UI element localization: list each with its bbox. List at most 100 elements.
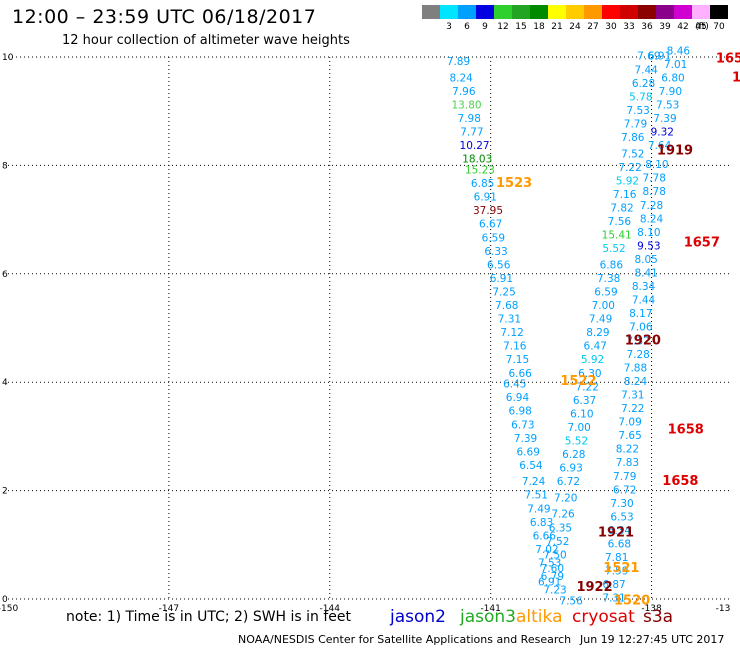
pass-time-label: 1522 [560,374,596,389]
swh-value: 7.32 [626,335,649,347]
lat-tick-label: 6 [2,270,8,280]
colorbar-swatch [638,5,656,19]
swh-value: 7.20 [554,492,577,504]
swh-value: 6.67 [479,219,502,231]
swh-value: 7.00 [567,422,590,434]
swh-value: 6.59 [482,232,505,244]
generated-timestamp: Jun 19 12:27:45 UTC 2017 [580,633,725,646]
swh-value: 7.49 [589,314,612,326]
lon-tick-label: -150 [0,604,18,614]
swh-value: 6.10 [570,408,593,420]
legend-jason2: jason2 [390,607,446,627]
swh-value: 7.44 [634,64,658,76]
pass-time-label: 1521 [603,561,639,576]
pass-time-label: 1919 [657,144,693,159]
swh-value: 6.91 [490,273,513,285]
swh-value: 7.60 [541,563,564,575]
swh-value: 6.56 [487,259,511,271]
lon-tick-label: -13 [716,604,731,614]
colorbar-swatch [602,5,620,19]
colorbar-swatch [512,5,530,19]
colorbar-swatch [710,5,728,19]
swh-value: 13.80 [452,99,482,111]
colorbar-swatch [674,5,692,19]
swh-value: 7.15 [506,354,529,366]
swh-value: 5.92 [581,354,604,366]
swh-value: 7.00 [592,300,615,312]
swh-value: 5.78 [629,91,652,103]
swh-value: 6.87 [602,579,625,591]
swh-value: 7.83 [616,457,639,469]
swh-value: 7.16 [503,341,527,353]
swh-value: 7.78 [643,173,666,185]
swh-value: 7.22 [618,162,641,174]
page-subtitle: 12 hour collection of altimeter wave hei… [62,33,350,48]
pass-time-label: 1658 [668,423,704,438]
swh-value: 6.28 [632,78,655,90]
swh-value: 6.83 [530,517,553,529]
swh-value: 9.53 [637,240,660,252]
colorbar-label: 70 [713,22,725,32]
swh-value: 7.16 [613,189,637,201]
pass-time-label: 1523 [496,176,532,191]
pass-time-label: 1920 [625,333,661,348]
swh-value: 7.39 [514,433,537,445]
legend-cryosat: cryosat [572,607,635,627]
swh-value: 7.23 [543,585,566,597]
swh-value: 7.82 [610,202,633,214]
swh-value: 7.65 [618,430,641,442]
swh-value: 6.91 [648,51,671,63]
colorbar-swatch [530,5,548,19]
swh-value: 7.64 [648,140,672,152]
colorbar-label: 21 [551,22,563,32]
pass-time-label: 1657 [684,236,720,251]
swh-value: 7.39 [653,113,676,125]
swh-value: 7.56 [559,595,583,607]
colorbar-label: 12 [497,22,509,32]
legend-jason3: jason3 [460,607,516,627]
swh-value: 6.30 [578,368,601,380]
colorbar-label: 45 [695,22,707,32]
swh-value: 7.50 [543,549,566,561]
legend-s3a: s3a [643,607,674,627]
latitude-ticks: 0 2 4 6 8 10 [2,53,14,605]
swh-value: 7.98 [458,113,481,125]
swh-value: 6.73 [511,419,534,431]
swh-value: 6.91 [538,576,561,588]
swh-value: 7.77 [460,127,483,139]
colorbar-swatch [566,5,584,19]
swh-value: 8.10 [637,227,660,239]
colorbar-label: 36 [641,22,653,32]
swh-value: 6.98 [508,406,531,418]
swh-value: 6.80 [661,72,684,84]
colorbar-swatch [440,5,458,19]
swh-value: 6.79 [541,571,564,583]
swh-value: 6.72 [613,484,636,496]
swh-value: 7.28 [640,200,663,212]
swh-value: 6.37 [573,395,596,407]
swh-value: 7.79 [613,471,636,483]
swh-value: 7.88 [624,362,647,374]
swh-value: 7.51 [525,490,548,502]
colorbar-label: 42 [677,22,689,32]
colorbar-swatch [422,5,440,19]
swh-value: 6.69 [517,446,540,458]
swh-value: 6.91 [474,192,497,204]
colorbar-swatch [656,5,674,19]
swh-value: 6.66 [508,368,532,380]
swh-value: 5.92 [616,175,639,187]
swh-value: 8.10 [645,159,668,171]
swh-value: 7.12 [500,327,523,339]
lon-tick-label: -141 [480,604,500,614]
colorbar-label: 30 [605,22,617,32]
swh-value: 7.52 [546,536,569,548]
swh-value: 15.23 [465,165,495,177]
colorbar-label: 33 [623,22,635,32]
swh-value: 7.31 [602,593,625,605]
swh-value: 6.28 [562,449,585,461]
swh-value: 7.24 [522,476,546,488]
swh-value: 7.06 [629,322,653,334]
swh-value: 7.25 [492,286,515,298]
